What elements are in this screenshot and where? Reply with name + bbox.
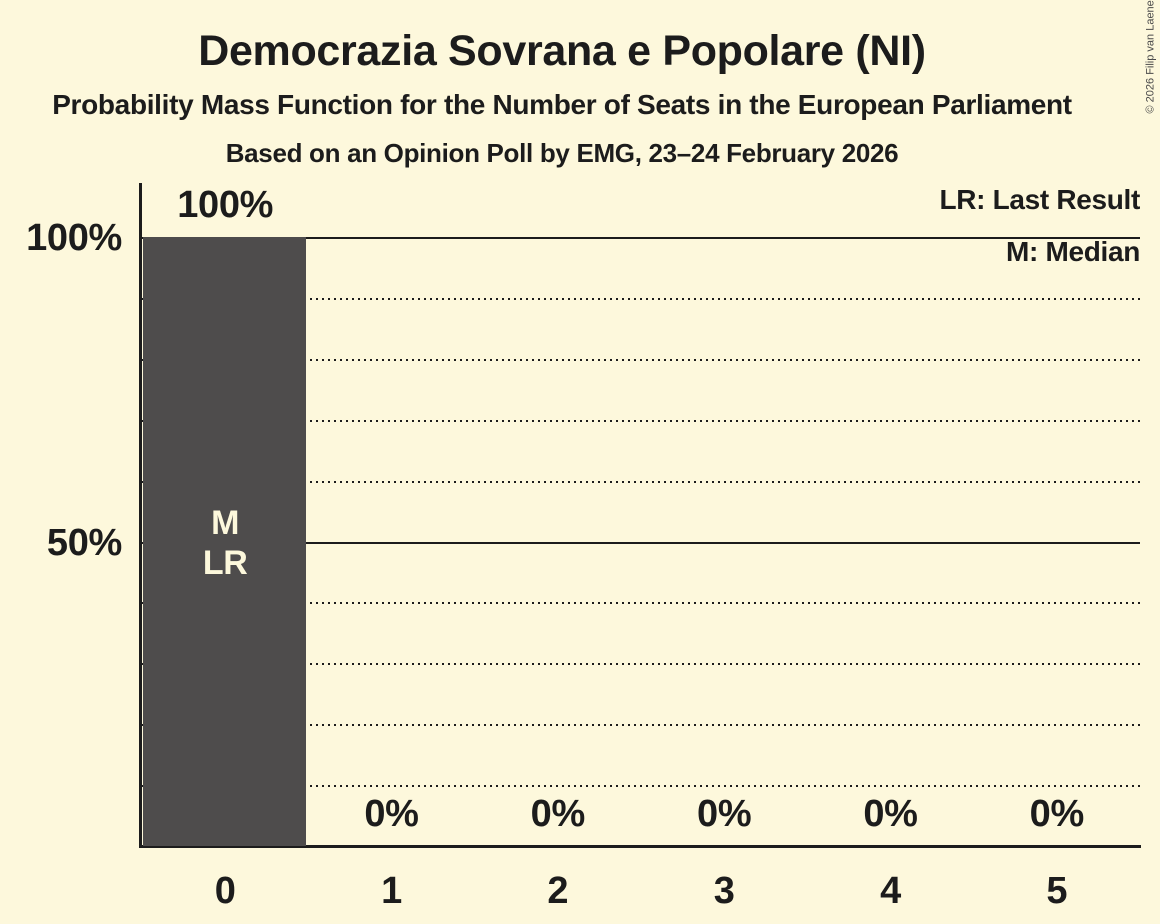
gridline-dotted-90 [142, 297, 1140, 300]
chart-title: Democrazia Sovrana e Popolare (NI) [198, 27, 926, 75]
chart-subtitle: Probability Mass Function for the Number… [52, 89, 1072, 120]
gridline-dotted-10 [142, 785, 1140, 788]
bar-seats-0 [142, 237, 307, 846]
x-tick-4: 4 [880, 870, 901, 912]
median-marker: M [211, 503, 240, 542]
bar-value-label-2: 0% [530, 793, 586, 835]
x-axis-line [139, 845, 1141, 848]
bar-value-label-0: 100% [177, 184, 274, 226]
x-tick-5: 5 [1046, 870, 1068, 912]
gridline-dotted-70 [142, 419, 1140, 422]
chart-source-line: Based on an Opinion Poll by EMG, 23–24 F… [225, 138, 899, 168]
gridline-solid-50 [142, 541, 1140, 544]
gridline-solid-100 [142, 237, 1140, 239]
gridline-dotted-40 [142, 602, 1140, 605]
x-tick-2: 2 [547, 870, 569, 912]
x-tick-1: 1 [381, 870, 402, 912]
x-tick-3: 3 [713, 870, 735, 912]
last-result-marker: LR [202, 543, 248, 582]
copyright-notice: © 2026 Filip van Laenen [1144, 0, 1157, 114]
gridline-dotted-20 [142, 724, 1140, 727]
bar-value-label-5: 0% [1029, 793, 1085, 835]
gridline-dotted-30 [142, 663, 1140, 666]
x-tick-0: 0 [214, 870, 236, 912]
bar-annotation-0: M LR [142, 503, 308, 583]
y-tick-100: 100% [26, 217, 122, 259]
gridline-dotted-80 [142, 358, 1140, 361]
legend-last-result: LR: Last Result [939, 184, 1140, 215]
y-axis-line [139, 183, 142, 848]
bar-value-label-1: 0% [364, 793, 419, 835]
bar-value-label-3: 0% [697, 793, 752, 835]
legend-median: M: Median [1005, 236, 1140, 267]
gridline-dotted-60 [142, 480, 1140, 483]
bar-value-label-4: 0% [863, 793, 918, 835]
y-tick-50: 50% [46, 521, 122, 564]
